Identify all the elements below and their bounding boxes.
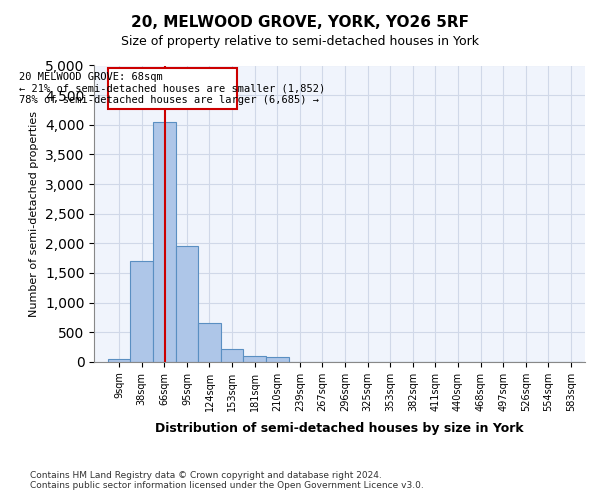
Bar — [130, 261, 153, 362]
Text: Contains HM Land Registry data © Crown copyright and database right 2024.
Contai: Contains HM Land Registry data © Crown c… — [30, 470, 424, 490]
Y-axis label: Number of semi-detached properties: Number of semi-detached properties — [29, 110, 40, 316]
Bar — [221, 349, 244, 362]
Bar — [244, 356, 266, 362]
X-axis label: Distribution of semi-detached houses by size in York: Distribution of semi-detached houses by … — [155, 422, 524, 435]
Bar — [198, 324, 221, 362]
Text: 20 MELWOOD GROVE: 68sqm
← 21% of semi-detached houses are smaller (1,852)
78% of: 20 MELWOOD GROVE: 68sqm ← 21% of semi-de… — [19, 72, 325, 105]
FancyBboxPatch shape — [108, 68, 236, 109]
Text: 20, MELWOOD GROVE, YORK, YO26 5RF: 20, MELWOOD GROVE, YORK, YO26 5RF — [131, 15, 469, 30]
Text: Size of property relative to semi-detached houses in York: Size of property relative to semi-detach… — [121, 35, 479, 48]
Bar — [108, 359, 130, 362]
Bar — [266, 357, 289, 362]
Bar — [176, 246, 198, 362]
Bar — [153, 122, 176, 362]
